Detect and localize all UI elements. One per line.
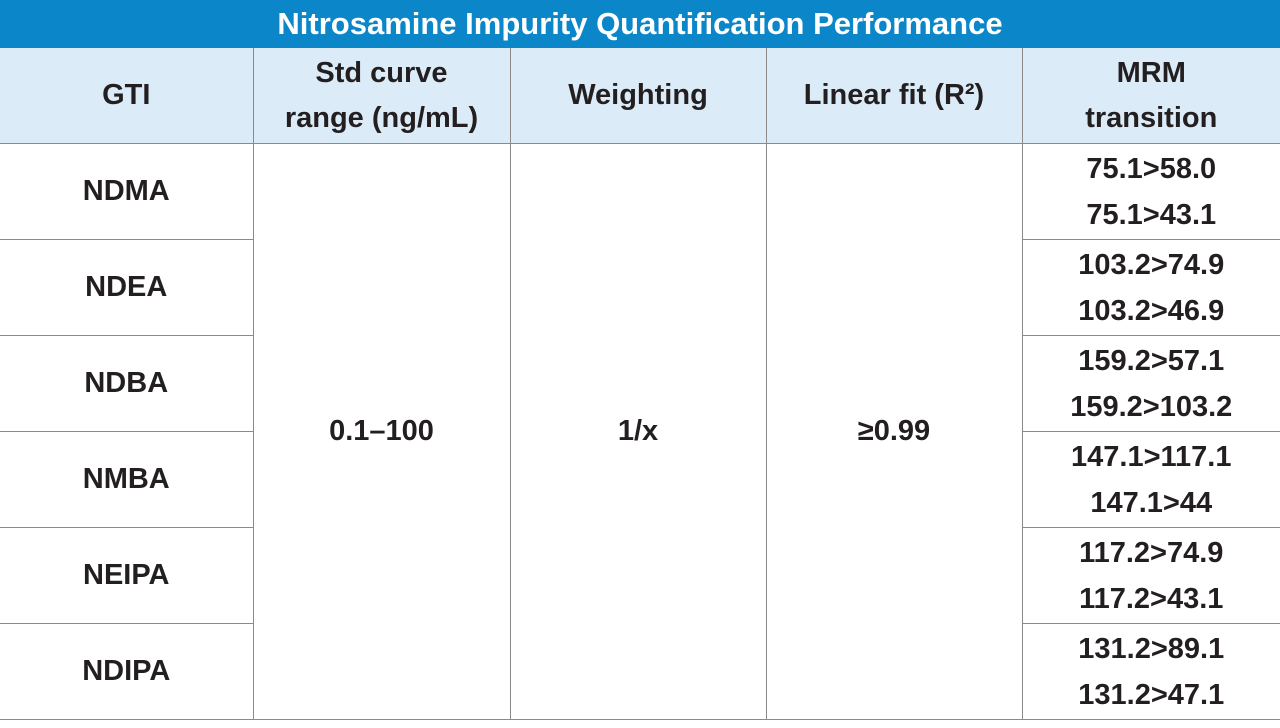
mrm-transition: 131.2>47.1 — [1078, 678, 1225, 711]
header-text: Std curve range (ng/mL) — [284, 56, 479, 134]
shared-cell: 1/x — [509, 143, 767, 720]
table-row: NDEA 103.2>74.9 103.2>46.9 — [0, 239, 1280, 336]
mrm-transition: 159.2>57.1 — [1078, 344, 1225, 377]
mrm-transition: 117.2>43.1 — [1079, 582, 1224, 615]
mrm-transition: 103.2>74.9 — [1078, 248, 1225, 281]
mrm-cell: 147.1>117.1 147.1>44 — [1021, 431, 1280, 528]
table-title: Nitrosamine Impurity Quantification Perf… — [0, 0, 1280, 48]
mrm-transition: 131.2>89.1 — [1078, 632, 1225, 665]
mrm-cell: 75.1>58.0 75.1>43.1 — [1021, 143, 1280, 240]
mrm-transition: 75.1>58.0 — [1086, 152, 1217, 185]
header-cell: Weighting — [509, 48, 767, 144]
header-text: MRM transition — [1085, 56, 1218, 134]
mrm-cell: 131.2>89.1 131.2>47.1 — [1021, 623, 1280, 720]
table: GTI Std curve range (ng/mL) Weighting Linea… — [0, 48, 1280, 720]
header-text: Weighting — [568, 79, 708, 111]
table-body: NDMA 0.1–100 1/x ≥0.99 75.1>58.0 75.1>43.1 NDE… — [0, 143, 1280, 720]
gti-cell: NDBA — [0, 335, 254, 432]
table-row: NEIPA 117.2>74.9 117.2>43.1 — [0, 527, 1280, 624]
mrm-transition: 103.2>46.9 — [1078, 294, 1225, 327]
gti-cell: NMBA — [0, 431, 254, 528]
shared-cell: 0.1–100 — [252, 143, 511, 720]
mrm-cell: 117.2>74.9 117.2>43.1 — [1021, 527, 1280, 624]
header-cell: Linear fit (R²) — [765, 48, 1023, 144]
table-row: NDMA 0.1–100 1/x ≥0.99 75.1>58.0 75.1>43.1 — [0, 143, 1280, 720]
header-text: Linear fit (R²) — [803, 79, 985, 111]
table-row: NMBA 147.1>117.1 147.1>44 — [0, 431, 1280, 528]
mrm-cell: 103.2>74.9 103.2>46.9 — [1021, 239, 1280, 336]
mrm-transition: 117.2>74.9 — [1079, 536, 1224, 569]
gti-cell: NDMA — [0, 143, 254, 240]
mrm-transition: 147.1>117.1 — [1071, 440, 1232, 473]
table-row: NDIPA 131.2>89.1 131.2>47.1 — [0, 623, 1280, 720]
header-cell: MRM transition — [1021, 48, 1280, 144]
mrm-cell: 159.2>57.1 159.2>103.2 — [1021, 335, 1280, 432]
mrm-transition: 75.1>43.1 — [1086, 198, 1217, 231]
gti-cell: NEIPA — [0, 527, 254, 624]
header-cell: Std curve range (ng/mL) — [252, 48, 511, 144]
gti-cell: NDEA — [0, 239, 254, 336]
header-row: GTI Std curve range (ng/mL) Weighting Linea… — [0, 48, 1280, 144]
shared-cell: ≥0.99 — [765, 143, 1023, 720]
gti-cell: NDIPA — [0, 623, 254, 720]
mrm-transition: 159.2>103.2 — [1070, 390, 1233, 423]
header-text: GTI — [102, 79, 151, 111]
header-cell: GTI — [0, 48, 254, 144]
mrm-transition: 147.1>44 — [1090, 486, 1213, 519]
